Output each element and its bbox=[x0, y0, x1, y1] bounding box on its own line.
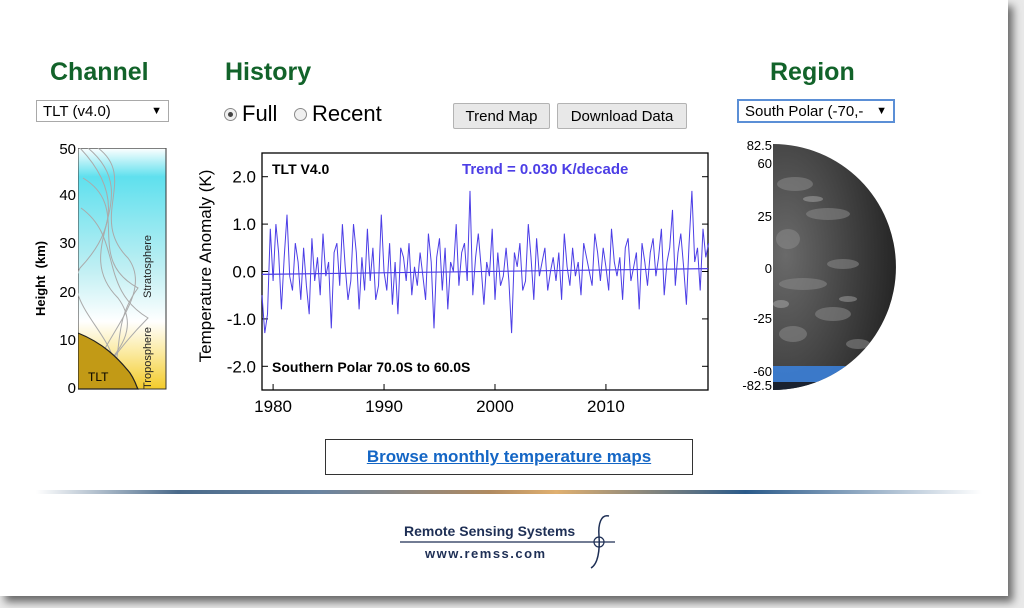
channel-select-value: TLT (v4.0) bbox=[43, 102, 111, 120]
height-tick-0: 0 bbox=[67, 380, 76, 397]
chart-title: TLT V4.0 bbox=[272, 161, 330, 177]
height-tick-20: 20 bbox=[59, 284, 76, 301]
region-select-value: South Polar (-70,- bbox=[745, 102, 864, 120]
integral-icon bbox=[590, 515, 610, 569]
logo-url: www.remss.com bbox=[424, 546, 547, 561]
weighting-function-graphic: TLT Stratosphere Troposphere bbox=[78, 148, 167, 390]
region-select[interactable]: South Polar (-70,- ▼ bbox=[737, 99, 895, 123]
globe-map[interactable] bbox=[773, 144, 899, 390]
radio-full-icon[interactable] bbox=[224, 107, 237, 121]
history-heading: History bbox=[225, 58, 312, 86]
trend-annotation: Trend = 0.030 K/decade bbox=[462, 161, 628, 178]
region-heading: Region bbox=[770, 58, 855, 86]
chevron-down-icon: ▼ bbox=[876, 105, 887, 117]
y-axis-label: Temperature Anomaly (K) bbox=[196, 170, 215, 363]
lat-label-0: 0 bbox=[764, 261, 772, 276]
lat-label-minus-82.5: -82.5 bbox=[742, 378, 772, 393]
radio-recent-icon[interactable] bbox=[294, 107, 307, 121]
download-data-button[interactable]: Download Data bbox=[557, 103, 687, 129]
series-line-anomaly bbox=[261, 190, 710, 334]
x-tick-label: 2010 bbox=[587, 397, 625, 416]
height-tick-50: 50 bbox=[59, 141, 76, 158]
x-tick-label: 1990 bbox=[365, 397, 403, 416]
x-tick-label: 2000 bbox=[476, 397, 514, 416]
y-tick-label: 1.0 bbox=[232, 215, 256, 234]
channel-select[interactable]: TLT (v4.0) ▼ bbox=[36, 100, 169, 122]
troposphere-label: Troposphere bbox=[142, 327, 154, 389]
trend-map-button[interactable]: Trend Map bbox=[453, 103, 550, 129]
y-tick-label: -2.0 bbox=[227, 357, 256, 376]
section-divider bbox=[36, 490, 982, 494]
height-tick-40: 40 bbox=[59, 187, 76, 204]
browse-maps-link[interactable]: Browse monthly temperature maps bbox=[366, 447, 652, 466]
trend-line bbox=[261, 268, 709, 275]
tlt-curve-label: TLT bbox=[88, 370, 109, 384]
x-tick-label: 1980 bbox=[254, 397, 292, 416]
radio-full-label: Full bbox=[242, 101, 278, 126]
y-tick-label: 0.0 bbox=[232, 263, 256, 282]
y-tick-label: 2.0 bbox=[232, 168, 256, 187]
history-radio-full[interactable]: Full bbox=[224, 101, 277, 127]
tlt-weighting-curve bbox=[78, 332, 140, 390]
stratosphere-label: Stratosphere bbox=[142, 235, 154, 298]
height-axis-label: Height (km) bbox=[33, 240, 48, 316]
region-annotation: Southern Polar 70.0S to 60.0S bbox=[272, 359, 470, 375]
channel-heading: Channel bbox=[50, 58, 149, 86]
height-tick-30: 30 bbox=[59, 235, 76, 252]
logo-title: Remote Sensing Systems bbox=[404, 523, 575, 539]
remote-sensing-systems-logo[interactable]: Remote Sensing Systems www.remss.com bbox=[395, 512, 625, 572]
browse-maps-box[interactable]: Browse monthly temperature maps bbox=[325, 439, 693, 475]
lat-label-60: 60 bbox=[757, 156, 772, 171]
selected-region-band bbox=[773, 366, 896, 382]
page-frame: Channel History Region TLT (v4.0) ▼ Full… bbox=[0, 0, 1008, 596]
lat-label-minus-60: -60 bbox=[753, 364, 772, 379]
history-radio-recent[interactable]: Recent bbox=[294, 101, 382, 127]
chevron-down-icon: ▼ bbox=[151, 105, 162, 117]
lat-label-82.5: 82.5 bbox=[746, 138, 772, 153]
radio-recent-label: Recent bbox=[312, 101, 382, 126]
lat-label-25: 25 bbox=[757, 209, 772, 224]
height-tick-10: 10 bbox=[59, 332, 76, 349]
lat-label-minus-25: -25 bbox=[753, 311, 772, 326]
y-tick-label: -1.0 bbox=[227, 310, 256, 329]
temperature-anomaly-chart: Temperature Anomaly (K) 2.0 1.0 0.0 -1.0 -2.… bbox=[196, 152, 710, 416]
